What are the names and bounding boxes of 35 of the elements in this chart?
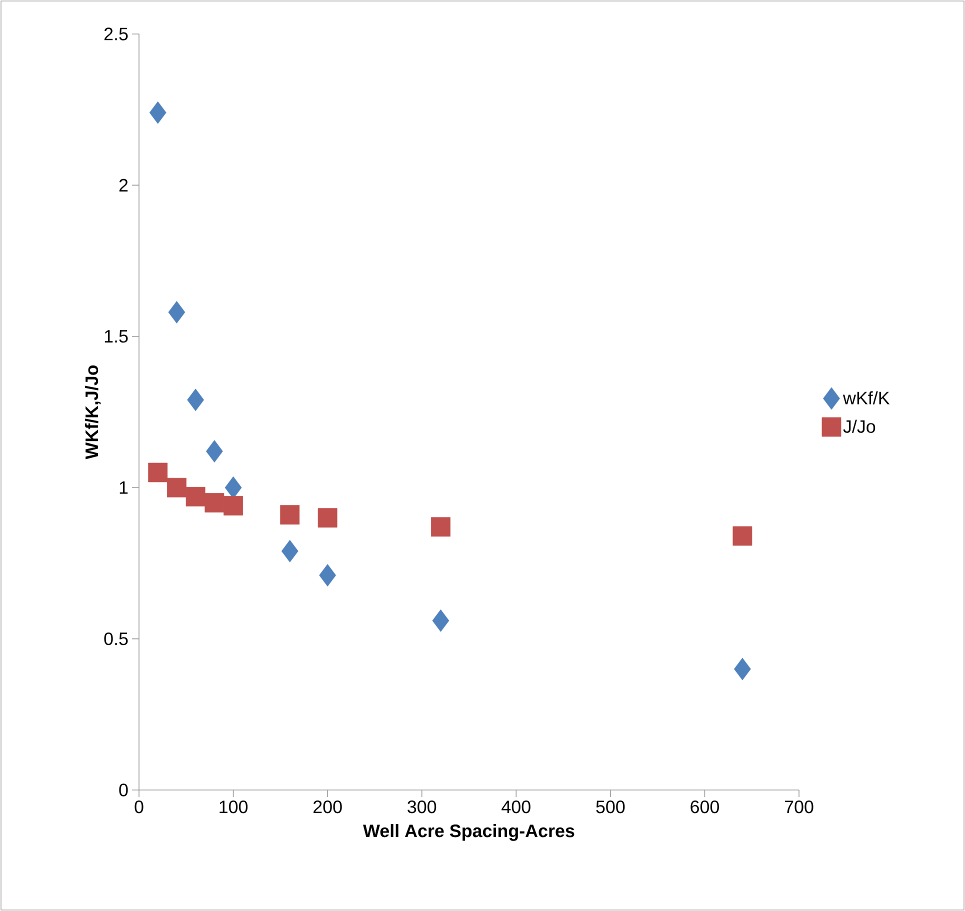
y-tick-label: 1 [120,481,128,494]
point [281,540,298,562]
y-tick-label: 0 [119,784,128,796]
y-tick-label: 2.5 [104,28,128,40]
x-tick-label: 400 [502,800,530,814]
point [734,658,751,680]
x-tick-label: 700 [784,800,814,814]
point [206,440,223,463]
point [432,609,450,632]
point [280,505,300,525]
point [318,508,338,528]
point [319,564,336,586]
point [149,101,166,124]
x-axis-title: Well Acre Spacing-Acres [363,824,574,841]
point [186,486,206,506]
y-tick-label: 1.5 [104,330,128,343]
point [431,517,450,537]
point [168,301,186,324]
point [187,388,204,412]
x-tick-label: 0 [134,800,144,814]
x-tick-label: 600 [690,800,719,814]
point [204,493,224,512]
y-axis-title: WKf/K,J/Jo [84,365,101,460]
x-tick-label: 200 [314,800,342,814]
point [148,462,168,482]
point [167,478,186,498]
legend-label: wKf/K [842,391,890,404]
x-tick-label: 300 [408,800,436,814]
legend-label: J/Jo [843,420,876,433]
y-tick-label: 2 [119,178,128,192]
point [732,526,752,546]
y-tick-label: 0.5 [104,632,128,646]
x-tick-label: 500 [596,800,625,814]
x-tick-label: 100 [220,800,248,814]
point [224,496,243,516]
